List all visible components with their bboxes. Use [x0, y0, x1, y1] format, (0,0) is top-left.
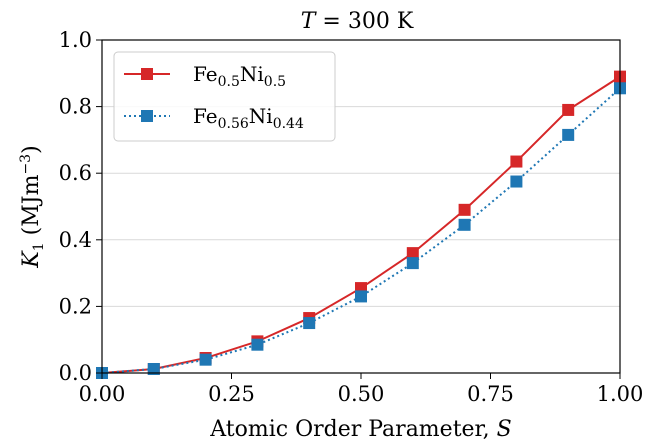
legend-marker-2 — [141, 110, 153, 122]
x-axis-label: Atomic Order Parameter, S — [209, 417, 511, 442]
series-2-point — [458, 218, 471, 231]
y-tick-label: 0.6 — [59, 161, 92, 185]
series-2-point — [406, 257, 419, 270]
axis-ticks: 0.0 0.2 0.4 0.6 0.8 1.0 0.00 0.25 0.50 0.75 1.00 — [59, 28, 644, 406]
series-layer — [96, 70, 626, 379]
x-tick-label: 1.00 — [597, 382, 644, 406]
series-1-point — [406, 247, 419, 260]
x-tick-label: 0.25 — [208, 382, 255, 406]
legend-label-1: Fe0.5Ni0.5 — [193, 62, 286, 90]
y-tick-label: 0.4 — [59, 228, 92, 252]
series-2-point — [562, 128, 575, 141]
series-2-point — [303, 317, 316, 330]
x-tick-label: 0.75 — [467, 382, 514, 406]
series-2-point — [510, 175, 523, 188]
series-2-point — [251, 338, 264, 351]
chart-title: T = 300 K — [301, 9, 414, 34]
y-axis-label: K1 (MJm−3) — [18, 145, 47, 268]
series-2-point — [355, 290, 367, 303]
series-1-point — [510, 155, 523, 168]
y-tick-label: 0.8 — [59, 95, 92, 119]
series-1-point — [562, 103, 575, 116]
series-2-point — [147, 363, 160, 376]
y-tick-label: 0.0 — [59, 361, 92, 385]
legend: Fe0.5Ni0.5 Fe0.56Ni0.44 — [113, 51, 336, 142]
y-tick-label: 0.2 — [59, 294, 92, 318]
y-tick-label: 1.0 — [59, 28, 92, 52]
x-tick-label: 0.00 — [79, 382, 126, 406]
legend-marker-1 — [141, 68, 153, 80]
legend-label-2: Fe0.56Ni0.44 — [193, 104, 304, 132]
x-tick-label: 0.50 — [338, 382, 385, 406]
series-2-point — [199, 353, 212, 366]
series-1-point — [458, 203, 471, 216]
